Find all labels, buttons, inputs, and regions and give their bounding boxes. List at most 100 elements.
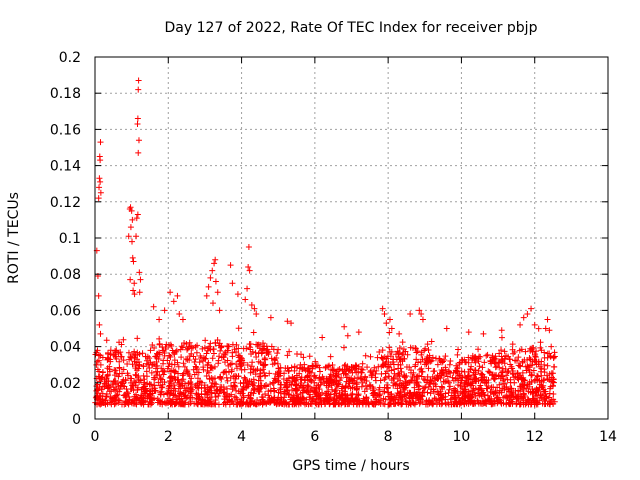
data-point (325, 390, 332, 397)
data-point (101, 383, 108, 390)
data-point (120, 336, 127, 343)
data-point (235, 325, 242, 332)
y-tick-label: 0.14 (50, 159, 81, 175)
data-point (160, 371, 167, 378)
data-point (119, 370, 126, 377)
chart-title: Day 127 of 2022, Rate Of TEC Index for r… (165, 20, 538, 36)
data-point (327, 353, 334, 360)
data-point (393, 380, 400, 387)
data-point (386, 329, 393, 336)
x-tick-label: 12 (526, 429, 544, 445)
data-point (250, 382, 257, 389)
data-point (194, 375, 201, 382)
x-tick-label: 6 (310, 429, 319, 445)
data-point (224, 357, 231, 364)
data-point (313, 393, 320, 400)
data-point (202, 400, 209, 407)
data-point (541, 349, 548, 356)
data-point (510, 374, 517, 381)
data-point (109, 381, 116, 388)
data-point (147, 347, 154, 354)
data-point (224, 347, 231, 354)
data-point-spike (176, 311, 183, 318)
data-point (135, 365, 142, 372)
data-point (479, 364, 486, 371)
data-point (115, 396, 122, 403)
data-point (390, 374, 397, 381)
data-point (284, 352, 291, 359)
data-point (547, 385, 554, 392)
data-point (261, 369, 268, 376)
data-point (127, 385, 134, 392)
data-point (188, 390, 195, 397)
data-point (535, 325, 542, 332)
data-point (285, 401, 292, 408)
data-point (397, 383, 404, 390)
data-point (508, 363, 515, 370)
data-point (410, 399, 417, 406)
data-point (427, 390, 434, 397)
data-point-spike (245, 263, 252, 270)
data-point (358, 375, 365, 382)
data-point (212, 340, 219, 347)
data-point (154, 372, 161, 379)
data-point (522, 348, 529, 355)
data-point (537, 344, 544, 351)
x-tick-label: 2 (164, 429, 173, 445)
data-point (516, 383, 523, 390)
data-point (413, 356, 420, 363)
data-point (377, 377, 384, 384)
data-point (154, 362, 161, 369)
data-point (515, 354, 522, 361)
data-point (192, 363, 199, 370)
data-point-spike (253, 311, 260, 318)
data-point (170, 391, 177, 398)
data-point (237, 390, 244, 397)
data-point (233, 394, 240, 401)
data-point (424, 341, 431, 348)
data-point (442, 390, 449, 397)
data-point (240, 359, 247, 366)
data-point (228, 383, 235, 390)
data-point (331, 377, 338, 384)
data-point (452, 395, 459, 402)
data-point (305, 383, 312, 390)
data-point (471, 389, 478, 396)
data-point (254, 366, 261, 373)
data-point (271, 356, 278, 363)
data-point (533, 376, 540, 383)
data-point (188, 350, 195, 357)
data-point (541, 369, 548, 376)
data-point (317, 368, 324, 375)
data-point (189, 344, 196, 351)
data-point (255, 383, 262, 390)
data-point (457, 400, 464, 407)
data-point (386, 401, 393, 408)
data-point (180, 360, 187, 367)
data-point (335, 366, 342, 373)
data-point (116, 388, 123, 395)
data-point (535, 373, 542, 380)
data-point (171, 401, 178, 408)
data-point (371, 364, 378, 371)
data-point-spike (212, 256, 219, 263)
data-point (274, 350, 281, 357)
data-point-spike (548, 343, 555, 350)
data-point (340, 344, 347, 351)
data-point-spike (97, 157, 104, 164)
data-point (244, 361, 251, 368)
data-point (365, 399, 372, 406)
data-point (337, 394, 344, 401)
data-point (169, 347, 176, 354)
data-point-spike (212, 278, 219, 285)
data-point-spike (137, 276, 144, 283)
data-point-spike (133, 215, 140, 222)
data-point (439, 384, 446, 391)
x-tick-label: 14 (599, 429, 617, 445)
data-point (224, 377, 231, 384)
data-point (414, 378, 421, 385)
data-point (469, 378, 476, 385)
data-point (107, 394, 114, 401)
data-point-spike (131, 280, 138, 287)
data-point (166, 397, 173, 404)
